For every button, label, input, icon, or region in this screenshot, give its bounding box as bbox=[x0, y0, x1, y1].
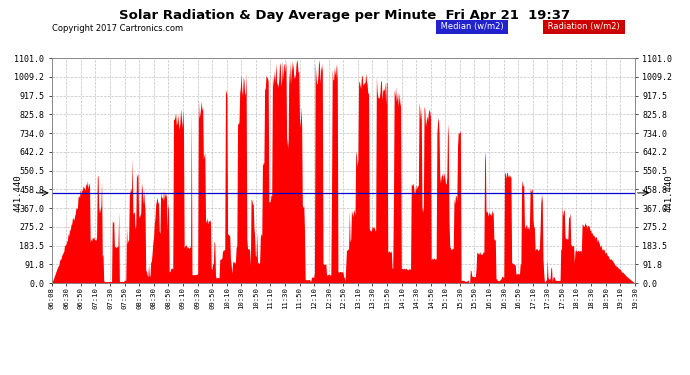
Text: Solar Radiation & Day Average per Minute  Fri Apr 21  19:37: Solar Radiation & Day Average per Minute… bbox=[119, 9, 571, 22]
Text: Radiation (w/m2): Radiation (w/m2) bbox=[545, 22, 622, 32]
Text: Median (w/m2): Median (w/m2) bbox=[438, 22, 506, 32]
Text: Copyright 2017 Cartronics.com: Copyright 2017 Cartronics.com bbox=[52, 24, 183, 33]
Text: 441.440: 441.440 bbox=[13, 174, 23, 212]
Text: 441.440: 441.440 bbox=[664, 174, 673, 212]
